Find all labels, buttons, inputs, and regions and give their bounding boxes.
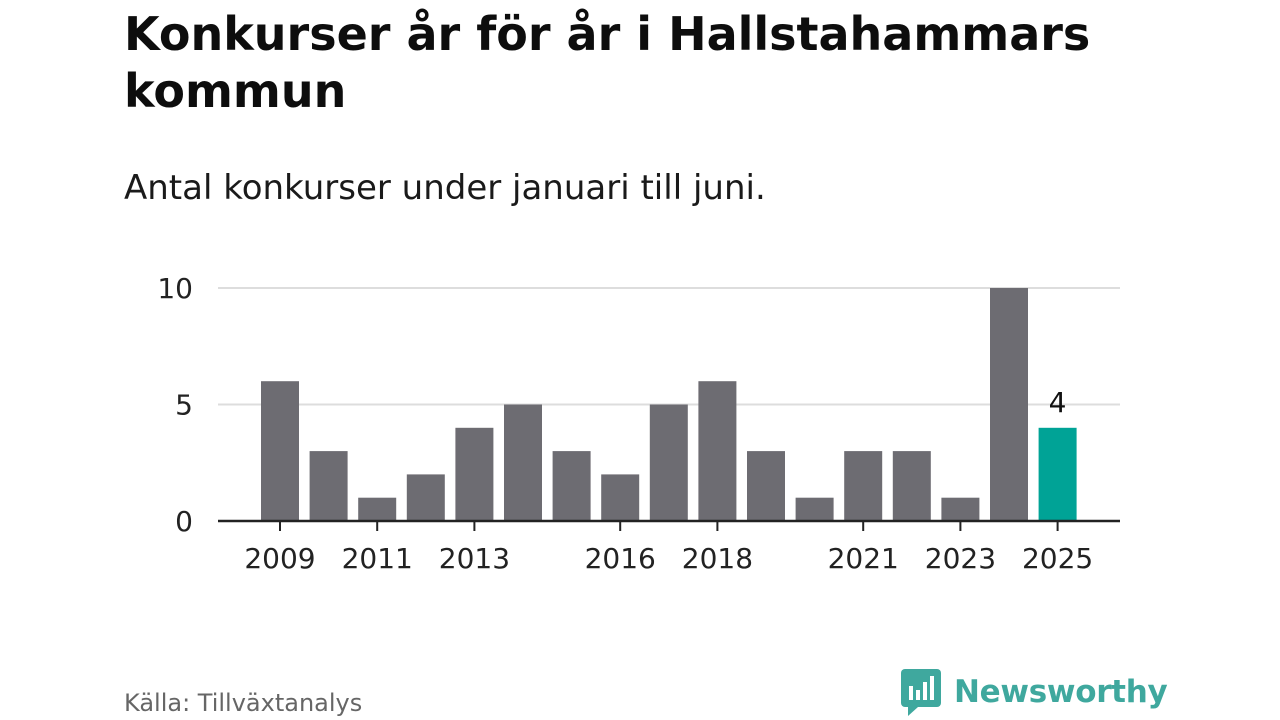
y-tick-label: 0: [175, 505, 193, 538]
y-tick-label: 10: [157, 272, 193, 305]
bar: [455, 427, 494, 521]
bar: [358, 497, 397, 521]
bar-highlight: [1038, 427, 1077, 521]
brand-logo[interactable]: Newsworthy: [900, 668, 1168, 716]
x-tick-label: 2018: [682, 542, 753, 575]
x-tick-label: 2016: [585, 542, 656, 575]
x-tick-label: 2025: [1022, 542, 1093, 575]
data-labels: 4: [1049, 386, 1067, 419]
bar: [649, 404, 688, 521]
bar-chart: 0 5 10 2009 2011 2013 2016 2018 2021 2023 2025 4: [157, 272, 1120, 575]
x-tick-label: 2009: [244, 542, 315, 575]
x-tick-label: 2021: [828, 542, 899, 575]
bar: [261, 381, 299, 521]
bars: [261, 288, 1077, 521]
bar: [552, 451, 591, 521]
bar: [504, 404, 542, 521]
x-tick-label: 2023: [925, 542, 996, 575]
bar: [406, 474, 445, 521]
bar: [698, 381, 737, 521]
bar: [795, 497, 834, 521]
bar: [309, 451, 348, 521]
brand-name: Newsworthy: [954, 674, 1168, 710]
y-axis-ticks: 0 5 10: [157, 272, 193, 538]
bar: [601, 474, 640, 521]
newsworthy-logo-icon: [901, 669, 941, 716]
gridlines: [218, 287, 1120, 406]
bar: [990, 288, 1028, 521]
y-tick-label: 5: [175, 389, 193, 422]
bar: [747, 451, 785, 521]
source-note: Källa: Tillväxtanalys: [124, 689, 363, 717]
chart-title: Konkurser år för år i Hallstahammars kom…: [124, 7, 1091, 118]
chart-subtitle: Antal konkurser under januari till juni.: [124, 168, 766, 208]
x-tick-label: 2011: [342, 542, 413, 575]
bar: [844, 451, 883, 521]
x-tick-label: 2013: [439, 542, 510, 575]
bar: [941, 497, 980, 521]
x-axis-ticks: 2009 2011 2013 2016 2018 2021 2023 2025: [244, 521, 1093, 575]
data-label: 4: [1049, 386, 1067, 419]
bar: [892, 451, 931, 521]
